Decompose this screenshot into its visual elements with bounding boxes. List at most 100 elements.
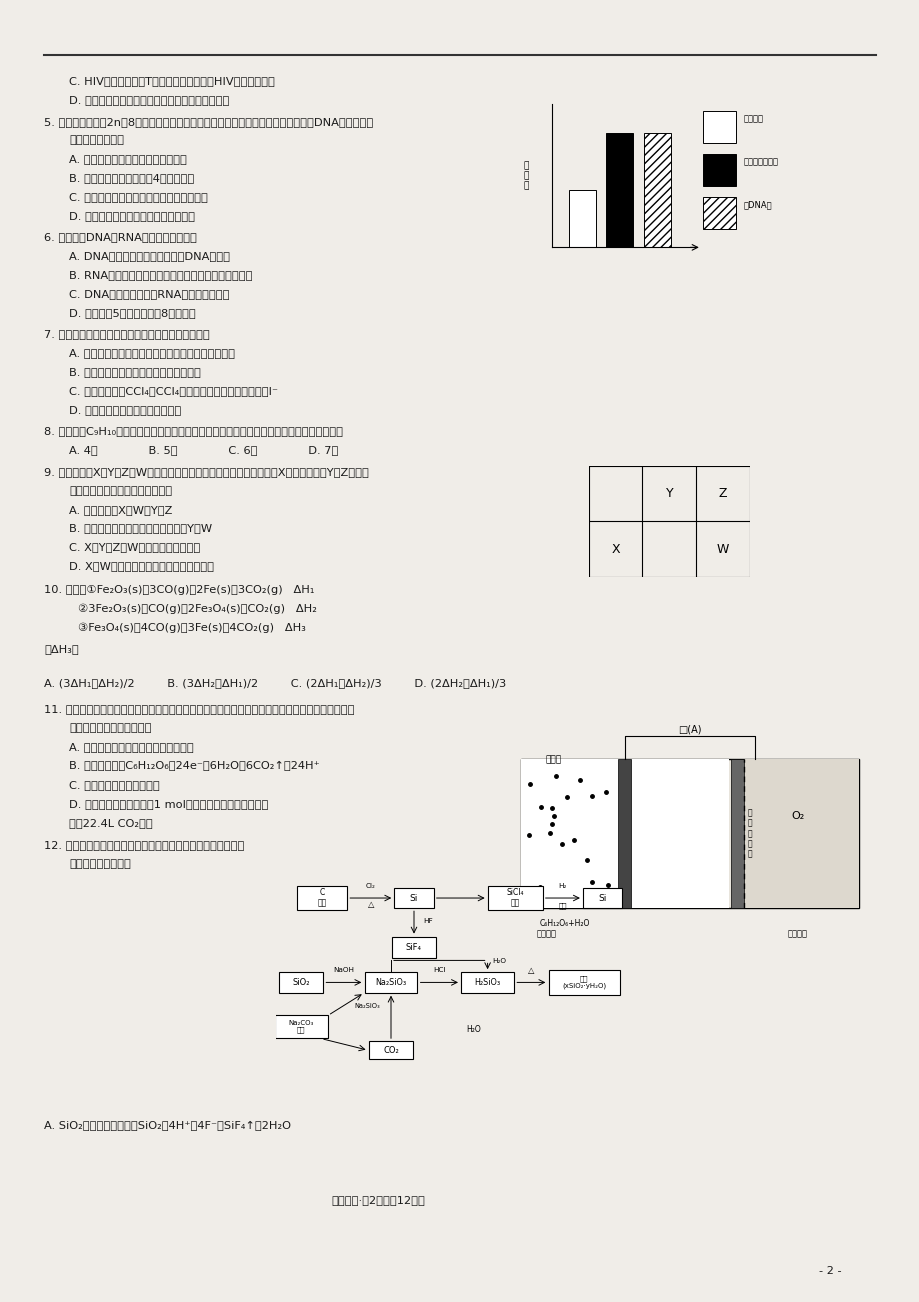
Text: HCl: HCl <box>433 967 445 974</box>
Text: H₂SiO₃: H₂SiO₃ <box>474 978 500 987</box>
Text: SiF₄: SiF₄ <box>405 943 422 952</box>
Text: HF: HF <box>423 918 432 923</box>
Text: 序数之和相等，下列说法正确的是: 序数之和相等，下列说法正确的是 <box>69 486 172 496</box>
Text: 核DNA数: 核DNA数 <box>743 201 771 208</box>
Text: 质
子
交
换
膜: 质 子 交 换 膜 <box>746 809 751 859</box>
Text: A. 质子通过交换膜从正极区移向负极区: A. 质子通过交换膜从正极区移向负极区 <box>69 742 194 753</box>
Text: Si: Si <box>409 893 418 902</box>
Text: 11. 微生物电池是指在微生物的作用下将化学能转化为电能的装置，其工作原理如图所示。下列有关: 11. 微生物电池是指在微生物的作用下将化学能转化为电能的装置，其工作原理如图所… <box>44 704 355 715</box>
Text: 7. 化学无处不在，下列与化学有关的说法不正确的是: 7. 化学无处不在，下列与化学有关的说法不正确的是 <box>44 329 210 340</box>
Bar <box>702 197 735 229</box>
Bar <box>369 1042 413 1060</box>
Text: 况下22.4L CO₂气体: 况下22.4L CO₂气体 <box>69 818 153 828</box>
Text: Y: Y <box>664 487 673 500</box>
Text: 硅胶
(xSiO₂·yH₂O): 硅胶 (xSiO₂·yH₂O) <box>562 975 606 990</box>
Bar <box>702 155 735 186</box>
Text: 8. 分子式为C₉H₁₀且能使溴的四氯化碳溶液褪色的芳香族化合物共有（不考虑多个环状结构）: 8. 分子式为C₉H₁₀且能使溴的四氯化碳溶液褪色的芳香族化合物共有（不考虑多个… <box>44 427 343 436</box>
Bar <box>460 973 514 992</box>
Text: 下列叙述正确的是: 下列叙述正确的是 <box>69 135 124 146</box>
Text: H₂: H₂ <box>558 883 566 889</box>
Text: A. DNA双螺旋全部解开后，开始DNA的复制: A. DNA双螺旋全部解开后，开始DNA的复制 <box>69 251 230 262</box>
Text: 微生物: 微生物 <box>545 755 562 764</box>
Text: B. 最高价氧化物对应水化物的酸性：Y＜W: B. 最高价氧化物对应水化物的酸性：Y＜W <box>69 523 212 534</box>
Bar <box>618 759 630 907</box>
Bar <box>364 973 417 992</box>
Text: 5. 下图表示果蝇（2n＝8）细胞分裂某时期，细胞中染色体数、姐妹染色单体数与核DNA数的关系，: 5. 下图表示果蝇（2n＝8）细胞分裂某时期，细胞中染色体数、姐妹染色单体数与核… <box>44 117 373 126</box>
Text: C. HIV侵入人体后，T细胞数量持续减少，HIV数量持续增加: C. HIV侵入人体后，T细胞数量持续减少，HIV数量持续增加 <box>69 76 275 86</box>
Text: 12. 如图是利用二氧化硅制备硅及其化合物的流程，下列说法或: 12. 如图是利用二氧化硅制备硅及其化合物的流程，下列说法或 <box>44 841 244 850</box>
Text: Cl₂: Cl₂ <box>366 883 375 889</box>
Text: C
高温: C 高温 <box>317 888 326 907</box>
Text: W: W <box>716 543 729 556</box>
Text: □(A): □(A) <box>677 725 701 734</box>
Text: 10. 已知：①Fe₂O₃(s)＋3CO(g)＝2Fe(s)＋3CO₂(g)   ΔH₁: 10. 已知：①Fe₂O₃(s)＋3CO(g)＝2Fe(s)＋3CO₂(g) Δ… <box>44 585 314 595</box>
Text: 离子方程式正确的是: 离子方程式正确的是 <box>69 859 130 870</box>
Text: 相
对
值: 相 对 值 <box>523 161 528 190</box>
Text: B. 正极反应式为C₆H₁₂O₆－24e⁻＋6H₂O＝6CO₂↑＋24H⁺: B. 正极反应式为C₆H₁₂O₆－24e⁻＋6H₂O＝6CO₂↑＋24H⁺ <box>69 760 320 771</box>
Text: 有氧反应: 有氧反应 <box>787 930 807 939</box>
Text: A. 可用蘸浓盐酸的棉棒检验输送氨气的管道是否漏气: A. 可用蘸浓盐酸的棉棒检验输送氨气的管道是否漏气 <box>69 348 234 358</box>
Bar <box>583 888 621 907</box>
Text: 9. 短周期元素X、Y、Z、W在元素周期表中的相对位置如图所示。已知X的原子序数与Y、Z的原子: 9. 短周期元素X、Y、Z、W在元素周期表中的相对位置如图所示。已知X的原子序数… <box>44 467 369 477</box>
Text: 则ΔH₃为: 则ΔH₃为 <box>44 644 79 654</box>
Text: B. RNA分子中每个核糖上均连接着一个磷酸和一个碱基: B. RNA分子中每个核糖上均连接着一个磷酸和一个碱基 <box>69 271 252 280</box>
Text: 高温: 高温 <box>558 902 566 909</box>
Text: SiCl₄
高温: SiCl₄ 高温 <box>505 888 524 907</box>
Text: 理科综合·第2页（共12页）: 理科综合·第2页（共12页） <box>331 1195 425 1206</box>
Text: D. X、W的简单离子在水溶液中可大量共存: D. X、W的简单离子在水溶液中可大量共存 <box>69 561 214 572</box>
Text: 6. 下列关于DNA和RNA的叙述，正确的是: 6. 下列关于DNA和RNA的叙述，正确的是 <box>44 232 197 242</box>
Text: 染色体数: 染色体数 <box>743 115 763 122</box>
Text: Z: Z <box>718 487 726 500</box>
Text: A. 此时期中心体不可能移向细胞两极: A. 此时期中心体不可能移向细胞两极 <box>69 155 187 164</box>
Text: Si: Si <box>597 893 607 902</box>
Text: - 2 -: - 2 - <box>818 1266 841 1276</box>
Text: H₂O: H₂O <box>492 958 505 963</box>
Bar <box>568 190 595 247</box>
Text: A. (3ΔH₁－ΔH₂)/2         B. (3ΔH₂－ΔH₁)/2         C. (2ΔH₁－ΔH₂)/3         D. (2ΔH₂: A. (3ΔH₁－ΔH₂)/2 B. (3ΔH₂－ΔH₁)/2 C. (2ΔH₁… <box>44 678 505 689</box>
Text: A. 4种              B. 5种              C. 6种              D. 7种: A. 4种 B. 5种 C. 6种 D. 7种 <box>69 445 338 456</box>
Text: C. 此时期不可能观察到同源染色体联会现象: C. 此时期不可能观察到同源染色体联会现象 <box>69 191 208 202</box>
Text: C. 某溶液中加入CCl₄，CCl₄层显紫色，证明原溶液中存在I⁻: C. 某溶液中加入CCl₄，CCl₄层显紫色，证明原溶液中存在I⁻ <box>69 385 278 396</box>
Bar <box>643 133 670 247</box>
Text: X: X <box>610 543 619 556</box>
Text: C. 该电池能够在高温下工作: C. 该电池能够在高温下工作 <box>69 780 160 790</box>
Text: D. 此时期不可能发生细胞的不均等分裂: D. 此时期不可能发生细胞的不均等分裂 <box>69 211 195 221</box>
Bar <box>487 887 542 910</box>
Text: C. DNA分子中有氢键，RNA分子中没有氢键: C. DNA分子中有氢键，RNA分子中没有氢键 <box>69 289 229 299</box>
Text: H₂O: H₂O <box>466 1025 481 1034</box>
Text: B. 用重铬酸钾酸性溶液可区分乙醇和乙酸: B. 用重铬酸钾酸性溶液可区分乙醇和乙酸 <box>69 367 200 378</box>
Text: C₆H₁₂O₆+H₂O: C₆H₁₂O₆+H₂O <box>539 919 589 928</box>
Text: Na₂CO₃
高温: Na₂CO₃ 高温 <box>289 1019 313 1034</box>
Text: 微生物电池的说法正确的是: 微生物电池的说法正确的是 <box>69 724 152 733</box>
Bar <box>521 759 857 907</box>
Text: D. 硫酸铜可用作游泳池水处理药剂: D. 硫酸铜可用作游泳池水处理药剂 <box>69 405 181 415</box>
Text: Na₂SiO₃: Na₂SiO₃ <box>354 1003 380 1009</box>
Text: D. 二者包含5种含氮碱基，8种核苷酸: D. 二者包含5种含氮碱基，8种核苷酸 <box>69 309 196 318</box>
Text: SiO₂: SiO₂ <box>292 978 310 987</box>
Text: ②3Fe₂O₃(s)＋CO(g)＝2Fe₃O₄(s)＋CO₂(g)   ΔH₂: ②3Fe₂O₃(s)＋CO(g)＝2Fe₃O₄(s)＋CO₂(g) ΔH₂ <box>78 604 317 613</box>
Text: D. 在电池反应中，每消耗1 mol氧气，理论上能生成标准状: D. 在电池反应中，每消耗1 mol氧气，理论上能生成标准状 <box>69 798 268 809</box>
Bar <box>279 973 323 992</box>
Text: Na₂SiO₃: Na₂SiO₃ <box>375 978 406 987</box>
Bar <box>743 759 857 907</box>
Bar <box>391 937 436 958</box>
Bar <box>275 1014 327 1039</box>
Text: △: △ <box>367 900 374 909</box>
Text: D. 扁桃体、淋巴、胸腺、脾、骨髓均属于免疫器官: D. 扁桃体、淋巴、胸腺、脾、骨髓均属于免疫器官 <box>69 95 229 105</box>
Text: 厌氧反应: 厌氧反应 <box>536 930 556 939</box>
Bar <box>702 111 735 143</box>
Bar <box>296 887 347 910</box>
Text: CO₂: CO₂ <box>382 1046 399 1055</box>
Text: C. X、Y、Z、W均不存在同素异形体: C. X、Y、Z、W均不存在同素异形体 <box>69 542 200 552</box>
Bar <box>521 759 729 907</box>
Text: △: △ <box>528 966 534 975</box>
Text: ③Fe₃O₄(s)＋4CO(g)＝3Fe(s)＋4CO₂(g)   ΔH₃: ③Fe₃O₄(s)＋4CO(g)＝3Fe(s)＋4CO₂(g) ΔH₃ <box>78 622 306 633</box>
Bar <box>731 759 743 907</box>
Text: A. SiO₂与稀氢氟酸反应：SiO₂＋4H⁺＋4F⁻＝SiF₄↑＋2H₂O: A. SiO₂与稀氢氟酸反应：SiO₂＋4H⁺＋4F⁻＝SiF₄↑＋2H₂O <box>44 1121 290 1131</box>
Text: B. 此时期细胞中不可能有4个染色体组: B. 此时期细胞中不可能有4个染色体组 <box>69 173 194 184</box>
Text: A. 原子半径：X＜W，Y＜Z: A. 原子半径：X＜W，Y＜Z <box>69 504 172 514</box>
Bar <box>606 133 632 247</box>
Bar <box>394 888 433 907</box>
Text: NaOH: NaOH <box>333 967 354 974</box>
Text: 姐妹染色单体数: 姐妹染色单体数 <box>743 158 777 165</box>
